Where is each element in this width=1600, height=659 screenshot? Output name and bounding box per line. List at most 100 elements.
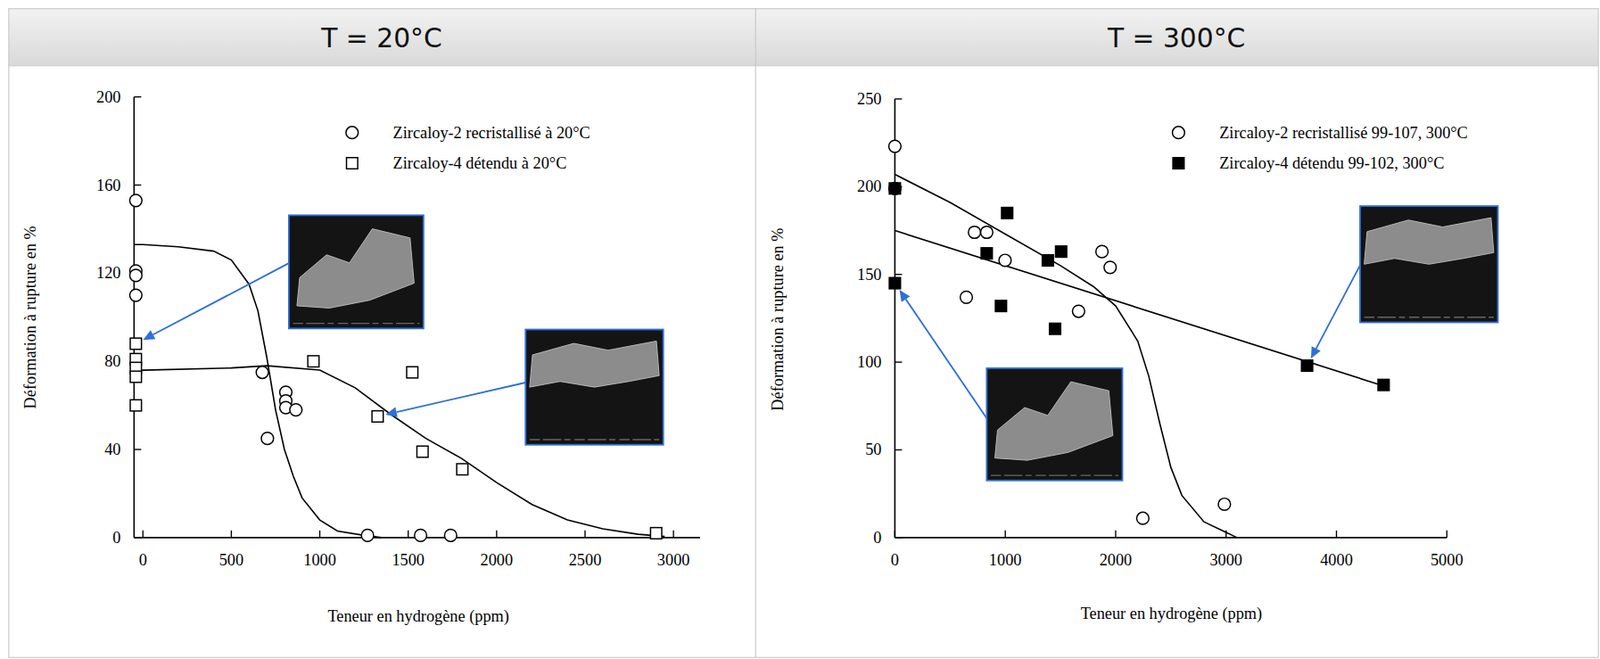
data-point bbox=[130, 338, 142, 350]
y-tick-label: 120 bbox=[96, 263, 121, 282]
x-tick-label: 500 bbox=[219, 551, 244, 570]
inset-arrow bbox=[906, 299, 988, 419]
data-point bbox=[998, 254, 1012, 267]
x-tick bbox=[319, 530, 321, 538]
legend-label: Zircaloy-2 recristallisé 99-107, 300°C bbox=[1219, 123, 1469, 142]
x-tick-label: 2000 bbox=[1099, 551, 1133, 570]
x-tick bbox=[1446, 530, 1448, 538]
data-point bbox=[416, 445, 429, 458]
sem-inset bbox=[525, 329, 663, 446]
x-tick-label: 4000 bbox=[1319, 551, 1353, 570]
y-tick-label: 150 bbox=[857, 265, 882, 284]
data-point bbox=[1218, 498, 1231, 512]
figure: T = 20°C05001000150020002500300004080120… bbox=[0, 0, 1600, 659]
x-tick bbox=[1114, 530, 1116, 538]
inset-scale-strip bbox=[990, 474, 1119, 476]
y-axis-title: Déformation à rupture en % bbox=[21, 225, 40, 409]
data-point bbox=[995, 300, 1007, 313]
panel-title: T = 300°C bbox=[1106, 22, 1246, 54]
legend-label: Zircaloy-4 détendu 99-102, 300°C bbox=[1219, 154, 1444, 173]
x-tick-label: 5000 bbox=[1430, 551, 1464, 570]
x-tick-label: 1500 bbox=[391, 551, 425, 570]
inset-arrow-head bbox=[142, 329, 156, 340]
inset-arrow bbox=[153, 263, 289, 335]
fit-curve bbox=[894, 230, 1386, 388]
data-point bbox=[130, 399, 142, 412]
x-tick-label: 3000 bbox=[1209, 551, 1243, 570]
y-tick-label: 0 bbox=[112, 528, 121, 547]
y-tick-label: 100 bbox=[857, 353, 882, 372]
data-point bbox=[650, 527, 662, 540]
inset-border bbox=[986, 368, 1122, 481]
data-point bbox=[1104, 261, 1117, 274]
x-tick-label: 2500 bbox=[569, 551, 603, 570]
legend-marker bbox=[1172, 157, 1185, 170]
fracture-surface bbox=[296, 229, 414, 309]
x-tick bbox=[407, 530, 409, 538]
y-tick bbox=[894, 98, 902, 99]
y-axis bbox=[133, 97, 136, 538]
y-tick bbox=[894, 361, 902, 363]
fracture-surface bbox=[529, 340, 660, 388]
data-point bbox=[1042, 255, 1055, 267]
data-point bbox=[444, 529, 457, 543]
data-point bbox=[1072, 305, 1085, 318]
x-tick bbox=[142, 530, 144, 538]
fracture-surface bbox=[1364, 217, 1494, 264]
data-point bbox=[361, 529, 374, 543]
header-band bbox=[8, 8, 1599, 66]
plot-data bbox=[129, 194, 665, 542]
data-point bbox=[1001, 207, 1014, 220]
x-tick bbox=[584, 530, 586, 538]
y-tick-label: 0 bbox=[873, 528, 882, 547]
inset-scale-strip bbox=[529, 438, 660, 440]
x-axis-title: Teneur en hydrogène (ppm) bbox=[327, 607, 509, 627]
y-tick bbox=[133, 448, 141, 450]
y-axis-title: Déformation à rupture en % bbox=[768, 227, 787, 411]
data-point bbox=[1096, 245, 1109, 258]
inset-scale-strip bbox=[292, 322, 420, 324]
x-tick bbox=[1336, 530, 1337, 538]
legend-marker bbox=[346, 126, 359, 140]
fit-curve bbox=[894, 174, 1238, 538]
y-tick bbox=[894, 449, 902, 451]
x-tick bbox=[495, 530, 497, 538]
fracture-surface bbox=[994, 381, 1113, 461]
y-tick bbox=[133, 184, 141, 186]
inset-image bbox=[288, 214, 424, 329]
inset-border bbox=[288, 214, 424, 329]
y-tick-label: 200 bbox=[857, 177, 882, 196]
y-tick bbox=[894, 536, 902, 538]
x-tick-label: 0 bbox=[890, 551, 899, 570]
header-rule bbox=[8, 65, 1599, 66]
data-point bbox=[1049, 322, 1062, 335]
sem-inset bbox=[288, 214, 424, 329]
y-tick bbox=[133, 96, 141, 98]
data-point bbox=[968, 226, 982, 240]
y-tick-label: 40 bbox=[104, 440, 121, 459]
legend-label: Zircaloy-2 recristallisé à 20°C bbox=[393, 123, 591, 142]
inset-arrow-head bbox=[1311, 346, 1321, 359]
inset-arrow bbox=[1316, 264, 1361, 348]
sem-inset bbox=[986, 368, 1122, 481]
panel-title: T = 20°C bbox=[320, 22, 442, 54]
data-point bbox=[261, 432, 274, 446]
legend-marker bbox=[346, 157, 359, 170]
inset-arrow bbox=[396, 382, 527, 413]
data-point bbox=[129, 288, 142, 302]
y-tick-label: 80 bbox=[104, 352, 121, 371]
data-point bbox=[307, 355, 320, 368]
inset-image bbox=[986, 368, 1122, 481]
data-point bbox=[981, 226, 994, 240]
y-tick-label: 250 bbox=[857, 90, 882, 108]
x-axis bbox=[894, 536, 1447, 539]
x-tick-label: 3000 bbox=[657, 551, 691, 570]
inset-border bbox=[1360, 206, 1498, 322]
x-tick bbox=[1004, 530, 1006, 538]
inset-image bbox=[1360, 206, 1498, 322]
data-point bbox=[1377, 379, 1390, 391]
y-axis bbox=[894, 98, 897, 538]
sem-inset bbox=[1360, 206, 1498, 322]
y-tick-label: 160 bbox=[96, 176, 121, 195]
data-point bbox=[371, 411, 384, 423]
